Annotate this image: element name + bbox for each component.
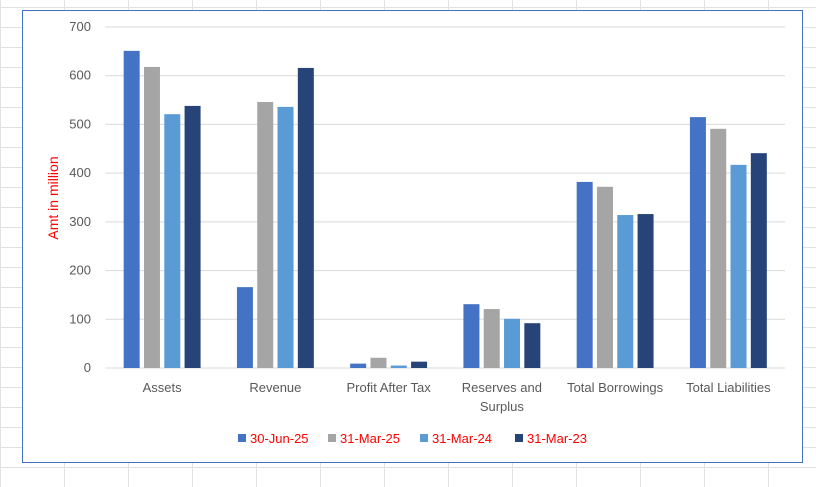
x-tick-label: Assets xyxy=(143,380,183,395)
bar xyxy=(277,106,294,369)
x-tick-label: Total Borrowings xyxy=(567,380,664,395)
bar xyxy=(350,363,367,368)
bar xyxy=(750,153,767,368)
y-tick-label: 200 xyxy=(69,263,91,278)
legend-label: 31-Mar-24 xyxy=(432,431,492,446)
legend-swatch xyxy=(515,434,523,442)
bar xyxy=(596,186,613,368)
x-tick-label: Total Liabilities xyxy=(686,380,771,395)
y-tick-label: 400 xyxy=(69,165,91,180)
bar xyxy=(184,105,201,368)
bar xyxy=(617,215,634,368)
y-axis-label: Amt in million xyxy=(45,156,61,239)
legend-label: 30-Jun-25 xyxy=(250,431,309,446)
x-tick-label: Reserves and xyxy=(462,380,542,395)
y-tick-label: 300 xyxy=(69,214,91,229)
y-tick-label: 700 xyxy=(69,19,91,34)
bar xyxy=(576,181,593,368)
legend-label: 31-Mar-23 xyxy=(527,431,587,446)
bar xyxy=(370,357,387,368)
bar xyxy=(710,128,727,368)
x-tick-label: Revenue xyxy=(249,380,301,395)
legend-swatch xyxy=(420,434,428,442)
bar xyxy=(390,365,407,368)
bar xyxy=(123,50,140,369)
legend-swatch xyxy=(238,434,246,442)
y-tick-label: 0 xyxy=(84,360,91,375)
bar xyxy=(730,164,747,368)
bar xyxy=(297,67,314,369)
bar xyxy=(483,309,500,368)
bar xyxy=(411,361,428,368)
y-tick-label: 100 xyxy=(69,311,91,326)
bar xyxy=(143,66,160,369)
legend-label: 31-Mar-25 xyxy=(340,431,400,446)
legend-swatch xyxy=(328,434,336,442)
bar xyxy=(689,117,706,368)
x-tick-label: Profit After Tax xyxy=(346,380,431,395)
y-tick-label: 600 xyxy=(69,68,91,83)
bar xyxy=(257,102,274,369)
x-tick-label: Surplus xyxy=(480,399,525,414)
y-tick-label: 500 xyxy=(69,116,91,131)
bar xyxy=(164,114,181,368)
bar xyxy=(524,323,541,368)
bar xyxy=(504,318,521,368)
bar xyxy=(463,304,480,368)
bar xyxy=(236,287,253,368)
bar xyxy=(637,214,654,368)
